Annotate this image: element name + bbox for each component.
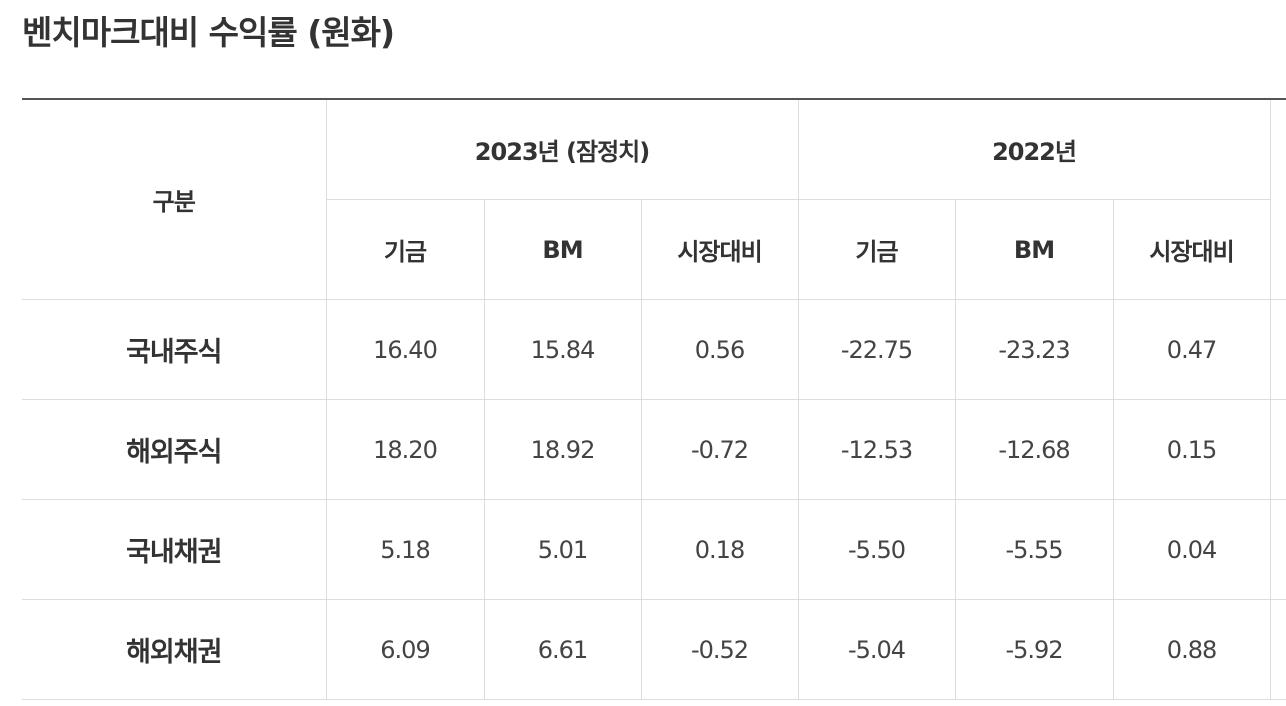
cell: -23.23 xyxy=(955,299,1114,400)
column-header: 시장대비 xyxy=(641,199,799,300)
column-header: 기금 xyxy=(326,199,485,300)
group-header: 2023년 (잠정치) xyxy=(326,99,799,200)
cell: 6.09 xyxy=(326,599,485,700)
header-row: 기금 BM 시장대비 기금 BM 시장대비 xyxy=(22,199,1286,300)
cell: -5.55 xyxy=(955,499,1114,600)
returns-table: 구분 2023년 (잠정치) 2022년 기금 BM 시장대비 기금 BM 시장대비 국내주식 1… xyxy=(22,98,1286,700)
group-header: 2022년 xyxy=(798,99,1271,200)
row-header: 국내주식 xyxy=(22,299,327,400)
cell: 16.40 xyxy=(326,299,485,400)
cell: -22.75 xyxy=(798,299,956,400)
spacer xyxy=(1270,99,1286,300)
spacer xyxy=(1270,599,1286,700)
cell: 0.47 xyxy=(1113,299,1271,400)
cell: -12.53 xyxy=(798,399,956,500)
spacer xyxy=(1270,399,1286,500)
cell: 15.84 xyxy=(484,299,642,400)
row-header: 국내채권 xyxy=(22,499,327,600)
cell: 0.56 xyxy=(641,299,799,400)
table-head: 구분 2023년 (잠정치) 2022년 기금 BM 시장대비 기금 BM 시장대비 xyxy=(22,99,1286,300)
column-header: BM xyxy=(955,199,1114,300)
data-row: 해외채권 6.09 6.61 -0.52 -5.04 -5.92 0.88 xyxy=(22,599,1286,700)
table-body: 국내주식 16.40 15.84 0.56 -22.75 -23.23 0.47 해외주식 18… xyxy=(22,299,1286,700)
page-title: 벤치마크대비 수익률 (원화) xyxy=(22,13,395,52)
cell: -5.04 xyxy=(798,599,956,700)
column-header: BM xyxy=(484,199,642,300)
cell: -5.50 xyxy=(798,499,956,600)
cell: 18.92 xyxy=(484,399,642,500)
cell: 0.18 xyxy=(641,499,799,600)
spacer xyxy=(1270,299,1286,400)
cell: 6.61 xyxy=(484,599,642,700)
cell: 0.15 xyxy=(1113,399,1271,500)
corner-header: 구분 xyxy=(22,99,327,300)
cell: 0.04 xyxy=(1113,499,1271,600)
cell: 0.88 xyxy=(1113,599,1271,700)
cell: -5.92 xyxy=(955,599,1114,700)
cell: 5.18 xyxy=(326,499,485,600)
cell: 5.01 xyxy=(484,499,642,600)
column-header: 시장대비 xyxy=(1113,199,1271,300)
data-row: 국내채권 5.18 5.01 0.18 -5.50 -5.55 0.04 xyxy=(22,499,1286,600)
column-header: 기금 xyxy=(798,199,956,300)
cell: -0.72 xyxy=(641,399,799,500)
cell: 18.20 xyxy=(326,399,485,500)
cell: -12.68 xyxy=(955,399,1114,500)
cell: -0.52 xyxy=(641,599,799,700)
data-row: 국내주식 16.40 15.84 0.56 -22.75 -23.23 0.47 xyxy=(22,299,1286,400)
spacer xyxy=(1270,499,1286,600)
header-row: 구분 2023년 (잠정치) 2022년 xyxy=(22,99,1286,300)
row-header: 해외채권 xyxy=(22,599,327,700)
row-header: 해외주식 xyxy=(22,399,327,500)
data-row: 해외주식 18.20 18.92 -0.72 -12.53 -12.68 0.15 xyxy=(22,399,1286,500)
